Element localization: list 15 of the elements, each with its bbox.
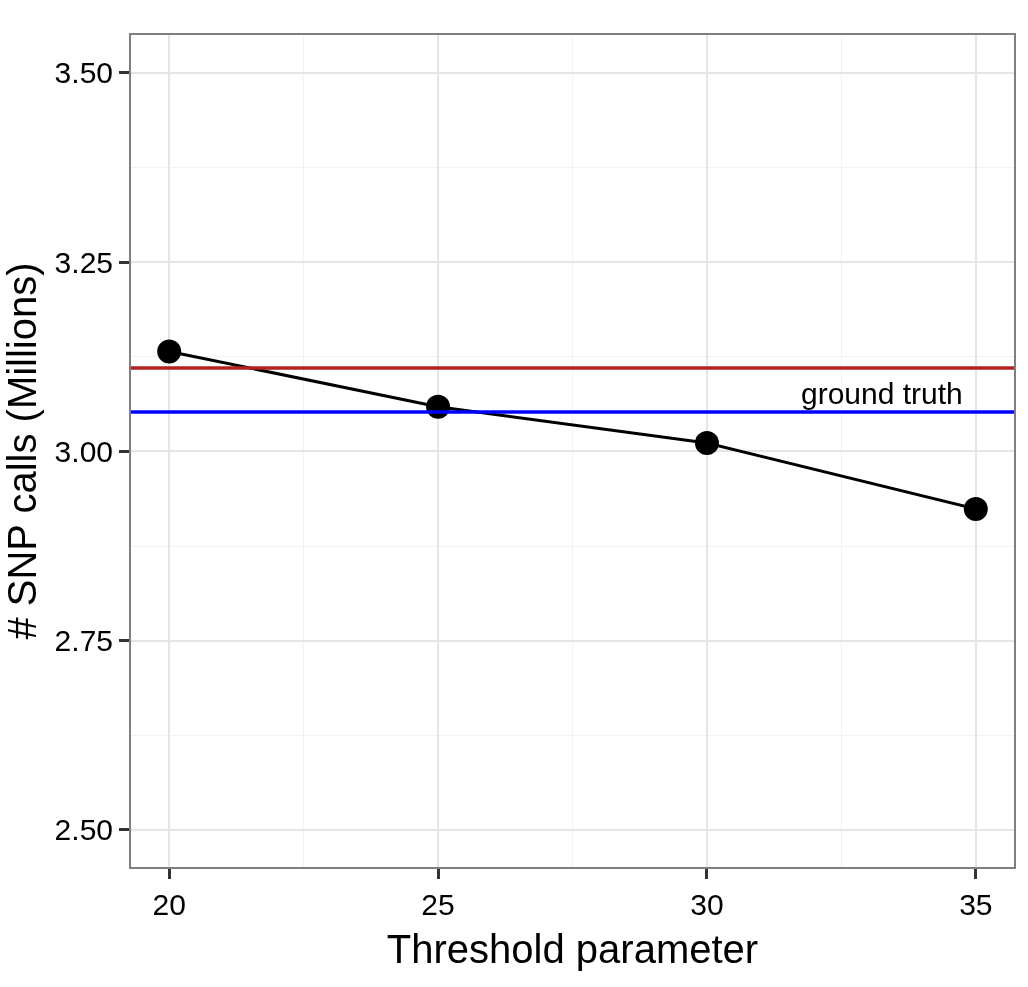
y-tick-label: 2.75 [54, 624, 113, 658]
point [157, 339, 182, 364]
x-tick-label: 35 [959, 888, 993, 921]
x-axis-title: Threshold parameter [386, 927, 759, 971]
x-tick-label: 25 [421, 888, 455, 921]
point [963, 496, 988, 521]
y-axis-title: # SNP calls (Millions) [0, 262, 44, 640]
ref-line-label: ground truth [801, 377, 963, 410]
y-tick-label: 3.25 [54, 245, 113, 279]
x-tick-label: 20 [152, 888, 186, 921]
x-tick-label: 30 [690, 888, 724, 921]
y-tick-label: 2.50 [54, 813, 113, 847]
y-tick-label: 3.00 [54, 434, 113, 468]
y-tick-label: 3.50 [54, 56, 113, 90]
point [694, 431, 719, 456]
